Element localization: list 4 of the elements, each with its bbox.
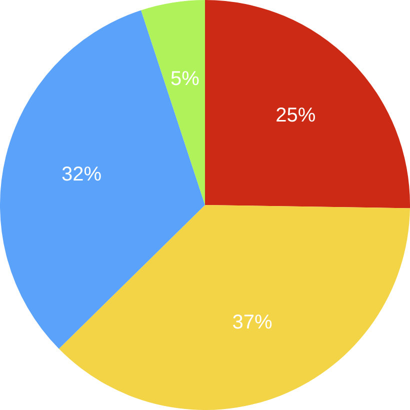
data-label: 37%: [232, 312, 272, 334]
data-label: 32%: [61, 164, 102, 186]
data-label: 25%: [276, 104, 316, 126]
data-label: 5%: [170, 68, 200, 90]
